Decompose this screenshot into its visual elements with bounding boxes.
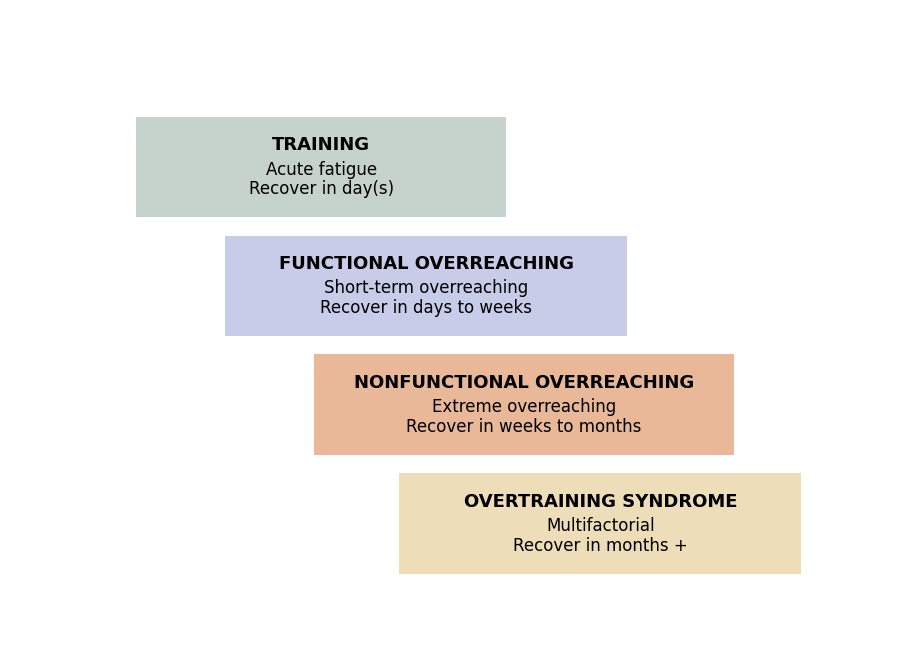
Text: Recover in days to weeks: Recover in days to weeks [320,299,532,317]
FancyBboxPatch shape [314,354,733,455]
Text: Acute fatigue: Acute fatigue [265,160,376,178]
Text: FUNCTIONAL OVERREACHING: FUNCTIONAL OVERREACHING [278,255,574,273]
Text: TRAINING: TRAINING [272,136,370,154]
Text: Recover in weeks to months: Recover in weeks to months [406,418,642,436]
Text: Multifactorial: Multifactorial [546,517,655,535]
Text: Short-term overreaching: Short-term overreaching [324,280,528,297]
FancyBboxPatch shape [399,473,801,574]
FancyBboxPatch shape [136,117,506,217]
Text: NONFUNCTIONAL OVERREACHING: NONFUNCTIONAL OVERREACHING [353,374,694,392]
Text: Extreme overreaching: Extreme overreaching [431,399,616,416]
Text: Recover in months +: Recover in months + [513,537,688,555]
Text: OVERTRAINING SYNDROME: OVERTRAINING SYNDROME [464,493,737,511]
FancyBboxPatch shape [225,236,627,336]
Text: Recover in day(s): Recover in day(s) [249,180,394,198]
